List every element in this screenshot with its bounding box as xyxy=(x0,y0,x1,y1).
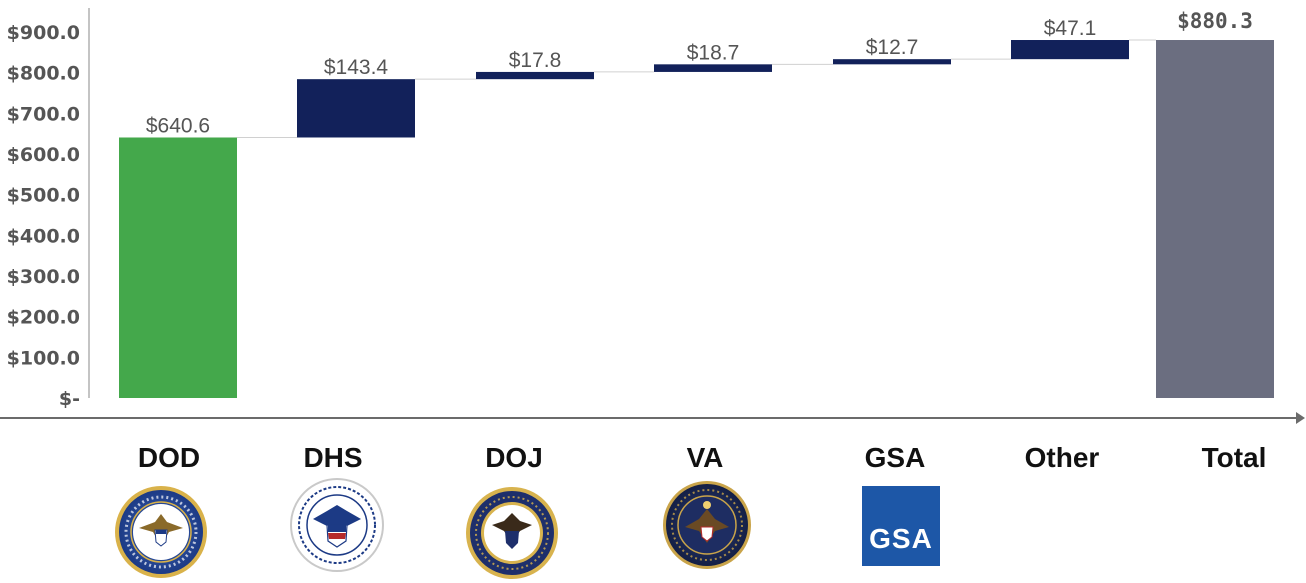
data-labels: $640.6 $143.4 $17.8 $18.7 $12.7 $47.1 $880.3 xyxy=(146,9,1253,137)
doj-seal-icon xyxy=(466,487,558,579)
y-tick-label: $700.0 xyxy=(7,103,80,125)
category-label-va: VA xyxy=(687,442,724,473)
dhs-seal-icon xyxy=(290,478,384,572)
bar-gsa xyxy=(833,59,951,65)
data-label: $143.4 xyxy=(324,56,389,79)
category-label-doj: DOJ xyxy=(485,442,543,473)
category-labels: DOD DHS DOJ VA GSA Other Total xyxy=(138,442,1267,473)
data-label: $17.8 xyxy=(509,49,562,72)
category-label-dhs: DHS xyxy=(303,442,362,473)
y-tick-label: $500.0 xyxy=(7,185,80,207)
gsa-logo-text: GSA xyxy=(869,523,933,554)
bar-dhs xyxy=(297,79,415,138)
data-label: $12.7 xyxy=(866,36,919,59)
bar-doj xyxy=(476,71,594,80)
connector-lines xyxy=(237,39,1156,138)
y-tick-label: $800.0 xyxy=(7,63,80,85)
data-label: $640.6 xyxy=(146,114,210,137)
category-label-gsa: GSA xyxy=(865,442,926,473)
dod-seal-icon xyxy=(115,486,207,578)
bars xyxy=(119,40,1274,399)
data-label: $18.7 xyxy=(687,41,740,64)
y-tick-label: $300.0 xyxy=(7,266,80,288)
y-tick-label: $200.0 xyxy=(7,307,80,329)
x-axis-arrow-icon xyxy=(1296,412,1305,424)
data-label: $47.1 xyxy=(1044,17,1097,40)
y-tick-label: $100.0 xyxy=(7,347,80,369)
y-tick-label: $400.0 xyxy=(7,225,80,247)
bar-dod xyxy=(119,137,237,399)
category-label-total: Total xyxy=(1202,442,1267,473)
category-label-other: Other xyxy=(1025,442,1100,473)
bar-total xyxy=(1156,40,1274,399)
category-label-dod: DOD xyxy=(138,442,200,473)
y-tick-label: $- xyxy=(59,388,80,410)
bar-va xyxy=(654,64,772,72)
y-axis-ticks: $- $100.0 $200.0 $300.0 $400.0 $500.0 $600.0 $7… xyxy=(7,22,80,410)
y-tick-label: $900.0 xyxy=(7,22,80,44)
va-seal-icon xyxy=(663,481,751,569)
bar-other xyxy=(1011,40,1129,60)
y-tick-label: $600.0 xyxy=(7,144,80,166)
gsa-logo-icon: GSA xyxy=(862,486,940,566)
data-label: $880.3 xyxy=(1177,9,1253,33)
